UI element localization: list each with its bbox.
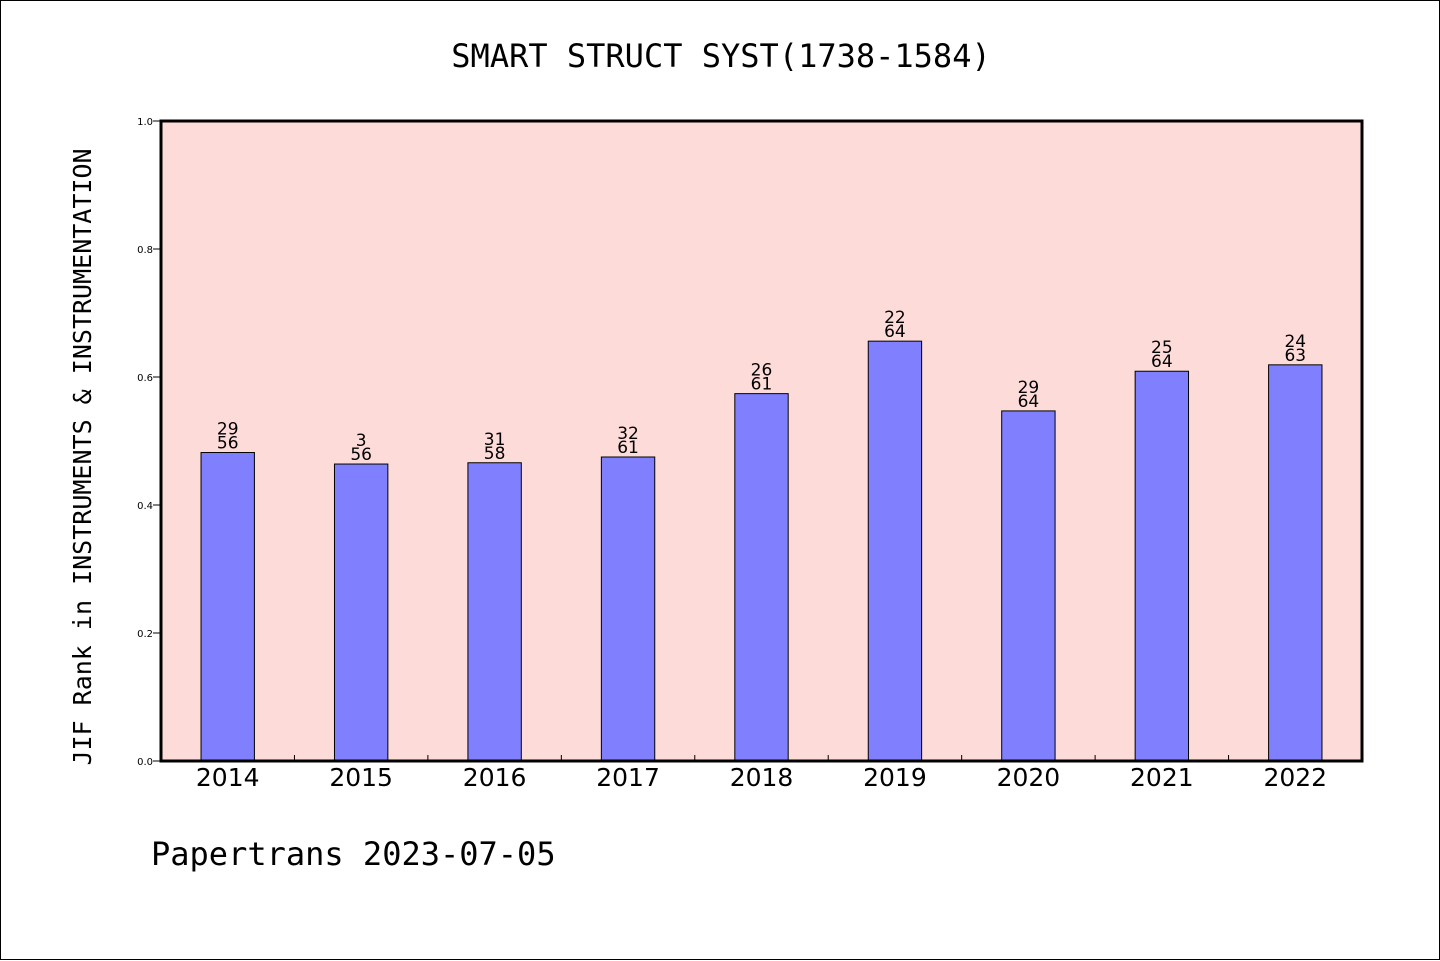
bar [333, 463, 389, 762]
y-tick-label: 1.0 [137, 117, 153, 128]
ticks-layer: 0.0 0.2 0.4 0.6 0.8 1.0 2014 2015 2016 2017 2018 20… [137, 117, 1327, 792]
data-label-rank: 22 [884, 308, 906, 328]
y-tick-label: 0.2 [137, 629, 153, 640]
data-label-total: 58 [484, 444, 506, 464]
x-tick-label: 2016 [463, 763, 527, 792]
x-tick-label: 2018 [730, 763, 794, 792]
bar [867, 340, 923, 762]
y-axis-label: JIF Rank in INSTRUMENTS & INSTRUMENTATIO… [68, 148, 97, 765]
x-tick-label: 2019 [863, 763, 927, 792]
data-label-rank: 29 [217, 420, 239, 440]
data-label-rank: 24 [1284, 332, 1306, 352]
data-label-total: 64 [1151, 352, 1173, 372]
bar [467, 462, 522, 762]
bar [1268, 364, 1323, 762]
data-label-total: 61 [617, 438, 639, 458]
data-label-total: 63 [1284, 346, 1306, 366]
data-label-total: 64 [1018, 392, 1040, 412]
bar [1001, 410, 1056, 762]
bar [600, 456, 656, 762]
y-tick-label: 0.6 [137, 373, 153, 384]
data-label-rank: 31 [484, 430, 506, 450]
data-label-total: 56 [350, 445, 372, 465]
y-tick-label: 0.8 [137, 245, 153, 256]
data-label-rank: 26 [751, 361, 773, 381]
bar [200, 452, 255, 762]
data-label-total: 64 [884, 322, 906, 342]
bar [1134, 370, 1190, 762]
data-label-total: 56 [217, 434, 239, 454]
x-tick-label: 2015 [329, 763, 393, 792]
data-label-rank: 32 [617, 424, 639, 444]
y-tick-label: 0.4 [137, 501, 153, 512]
x-tick-label: 2017 [596, 763, 660, 792]
data-label-rank: 29 [1018, 378, 1040, 398]
y-tick-label: 0.0 [137, 757, 153, 768]
plot-frame [159, 119, 1364, 763]
x-tick-label: 2014 [196, 763, 260, 792]
data-label-rank: 3 [356, 431, 367, 451]
bar [734, 393, 789, 762]
chart-title: SMART STRUCT SYST(1738-1584) [451, 37, 990, 75]
x-tick-label: 2022 [1263, 763, 1327, 792]
data-label-total: 61 [751, 375, 773, 395]
footer-credit: Papertrans 2023-07-05 [151, 835, 556, 873]
x-tick-label: 2021 [1130, 763, 1194, 792]
x-tick-label: 2020 [997, 763, 1061, 792]
data-label-rank: 25 [1151, 338, 1173, 358]
